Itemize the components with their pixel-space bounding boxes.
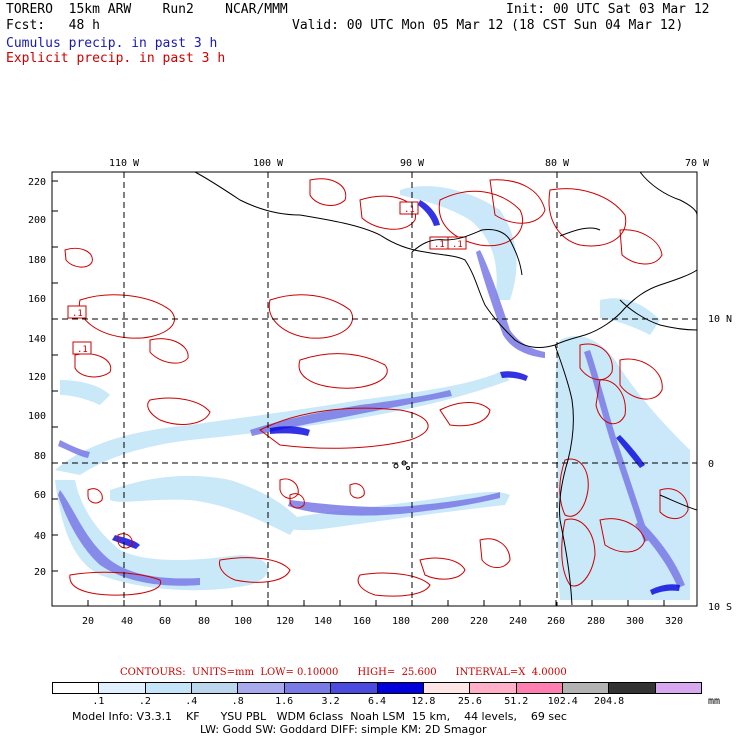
colorbar-swatch bbox=[609, 683, 656, 693]
contour-label: .1 bbox=[452, 240, 463, 250]
colorbar-swatch bbox=[377, 683, 424, 693]
contour-label: .1 bbox=[72, 309, 83, 319]
cumulus-strong-shading bbox=[112, 200, 680, 595]
colorbar-label: 25.6 bbox=[457, 696, 482, 707]
lon-label: 70 W bbox=[685, 158, 710, 169]
x-tick: 100 bbox=[234, 616, 252, 627]
model-title: TORERO 15km ARW Run2 NCAR/MMM bbox=[6, 2, 288, 17]
valid-time: Valid: 00 UTC Mon 05 Mar 12 (18 CST Sun … bbox=[292, 18, 684, 33]
y-tick: 80 bbox=[34, 451, 46, 462]
colorbar-swatch bbox=[423, 683, 471, 693]
colorbar-swatch bbox=[284, 683, 332, 693]
cumulus-legend: Cumulus precip. in past 3 h bbox=[6, 36, 218, 51]
colorbar-swatch bbox=[470, 683, 517, 693]
colorbar-swatch bbox=[655, 683, 702, 693]
colorbar-swatch bbox=[53, 683, 100, 693]
explicit-legend: Explicit precip. in past 3 h bbox=[6, 51, 226, 66]
y-tick: 120 bbox=[28, 372, 46, 383]
x-tick: 140 bbox=[314, 616, 332, 627]
x-tick: 220 bbox=[470, 616, 488, 627]
x-tick: 300 bbox=[626, 616, 644, 627]
y-tick-labels: 20 40 60 80 100 120 140 160 180 200 220 bbox=[28, 177, 46, 578]
contour-label: .1 bbox=[434, 240, 445, 250]
lon-label: 100 W bbox=[253, 158, 284, 169]
x-tick: 280 bbox=[587, 616, 605, 627]
y-tick: 180 bbox=[28, 255, 46, 266]
lon-label: 90 W bbox=[400, 158, 425, 169]
x-tick: 200 bbox=[431, 616, 449, 627]
contour-label: .1 bbox=[77, 345, 88, 355]
colorbar-labels: .1 .2 .4 .8 1.6 3.2 6.4 12.8 25.6 51.2 1… bbox=[52, 696, 702, 708]
y-tick: 220 bbox=[28, 177, 46, 188]
x-tick: 240 bbox=[509, 616, 527, 627]
x-tick: 160 bbox=[353, 616, 371, 627]
colorbar-label: 6.4 bbox=[367, 696, 387, 707]
lon-label: 80 W bbox=[545, 158, 570, 169]
contours-summary: CONTOURS: UNITS=mm LOW= 0.10000 HIGH= 25… bbox=[120, 667, 567, 678]
colorbar-label: 1.6 bbox=[275, 696, 294, 707]
colorbar-label: 204.8 bbox=[594, 696, 625, 707]
colorbar-swatch bbox=[516, 683, 563, 693]
x-tick: 40 bbox=[121, 616, 133, 627]
forecast-hour: Fcst: 48 h bbox=[6, 18, 100, 33]
lat-label: 0 bbox=[708, 459, 714, 470]
y-tick: 160 bbox=[28, 294, 46, 305]
colorbar-swatch bbox=[99, 683, 146, 693]
y-tick: 20 bbox=[34, 567, 46, 578]
colorbar-label: .8 bbox=[231, 696, 244, 707]
x-tick: 80 bbox=[198, 616, 210, 627]
x-tick: 60 bbox=[159, 616, 171, 627]
latlon-grid bbox=[52, 172, 697, 606]
lat-label: 10 S bbox=[708, 602, 732, 613]
y-tick: 200 bbox=[28, 215, 46, 226]
x-tick: 320 bbox=[665, 616, 683, 627]
colorbar-swatch bbox=[331, 683, 378, 693]
lat-label: 10 N bbox=[708, 314, 732, 325]
y-tick: 100 bbox=[28, 411, 46, 422]
precip-map: .1 .1 .1 .1 .1 bbox=[28, 158, 732, 627]
colorbar-label: .4 bbox=[185, 696, 198, 707]
longitude-labels: 110 W 100 W 90 W 80 W 70 W bbox=[109, 158, 710, 169]
explicit-precip-contours bbox=[64, 178, 689, 597]
colorbar-swatch bbox=[145, 683, 193, 693]
x-tick-labels: 20 40 60 80 100 120 140 160 180 200 220 … bbox=[82, 616, 683, 627]
coastlines bbox=[194, 171, 698, 606]
init-time: Init: 00 UTC Sat 03 Mar 12 bbox=[506, 2, 710, 17]
colorbar-label: .1 bbox=[92, 696, 105, 707]
x-tick: 20 bbox=[82, 616, 94, 627]
y-tick: 60 bbox=[34, 490, 46, 501]
colorbar-label: 12.8 bbox=[411, 696, 436, 707]
cumulus-medium-shading bbox=[58, 250, 685, 588]
model-info-line2: LW: Godd SW: Goddard DIFF: simple KM: 2D… bbox=[200, 723, 487, 736]
colorbar-label: 102.4 bbox=[547, 696, 578, 707]
model-info-line1: Model Info: V3.3.1 KF YSU PBL WDM 6class… bbox=[72, 710, 567, 723]
colorbar-swatch bbox=[192, 683, 239, 693]
colorbar-swatch bbox=[238, 683, 285, 693]
colorbar-label: 3.2 bbox=[321, 696, 340, 707]
colorbar-swatch bbox=[562, 683, 610, 693]
colorbar-unit: mm bbox=[708, 696, 721, 707]
lon-label: 110 W bbox=[109, 158, 140, 169]
x-tick: 120 bbox=[276, 616, 294, 627]
colorbar-label: .2 bbox=[138, 696, 151, 707]
x-tick: 260 bbox=[547, 616, 565, 627]
y-tick: 140 bbox=[28, 334, 46, 345]
y-tick: 40 bbox=[34, 531, 46, 542]
x-tick: 180 bbox=[392, 616, 410, 627]
contour-label: .1 bbox=[404, 205, 415, 215]
tick-marks bbox=[52, 180, 665, 606]
latitude-labels: 10 N 0 10 S bbox=[708, 314, 732, 613]
colorbar bbox=[52, 682, 702, 694]
colorbar-label: 51.2 bbox=[504, 696, 529, 707]
